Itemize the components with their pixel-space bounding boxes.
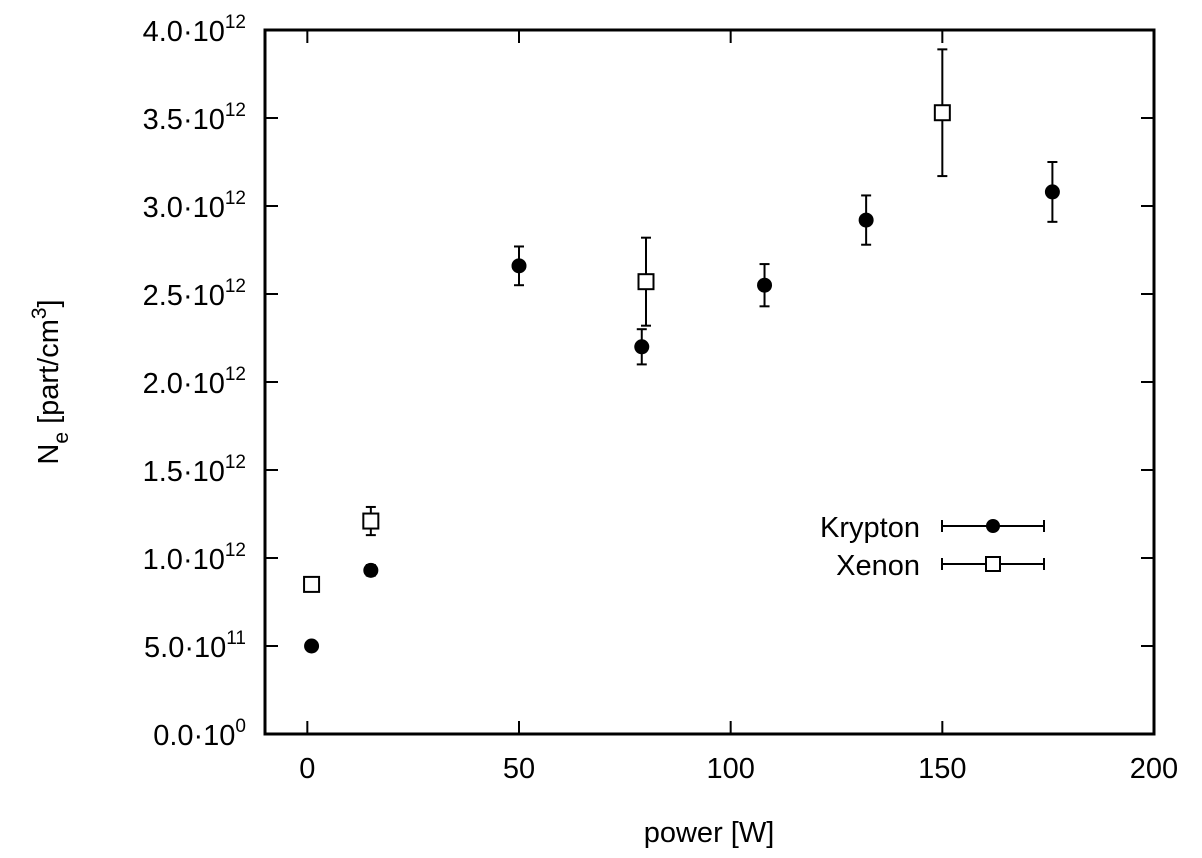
y-tick-mantissa: 5.0·10	[144, 632, 226, 664]
y-tick-exponent: 0	[235, 716, 246, 737]
data-point	[858, 212, 874, 228]
data-point	[637, 273, 655, 291]
data-point	[511, 258, 527, 274]
y-axis-title: Ne [part/cm3]	[28, 299, 73, 464]
x-tick-label: 150	[918, 753, 966, 785]
y-tick-exponent: 11	[226, 628, 246, 649]
y-tick-exponent: 12	[225, 364, 246, 385]
y-axis-title-sup: 3	[28, 307, 51, 319]
y-axis-title-end: ]	[33, 299, 65, 307]
x-tick-label: 50	[503, 753, 535, 785]
y-tick-exponent: 12	[225, 100, 246, 121]
y-tick-mantissa: 0.0·10	[153, 720, 235, 752]
y-tick-mantissa: 4.0·10	[143, 16, 225, 48]
series-xenon	[303, 48, 951, 593]
data-point	[1044, 184, 1060, 200]
y-tick-exponent: 12	[225, 188, 246, 209]
y-tick-mantissa: 2.5·10	[143, 280, 225, 312]
y-axis-title-sub: e	[50, 432, 73, 444]
y-tick-labels: 0.0·1005.0·10111.0·10121.5·10122.0·10122…	[143, 12, 246, 752]
x-tick-labels: 0 50 100 150 200	[299, 753, 1178, 785]
ticks	[265, 30, 1155, 734]
y-tick-mantissa: 3.0·10	[143, 192, 225, 224]
data-point	[304, 638, 320, 654]
y-tick-exponent: 12	[225, 276, 246, 297]
x-tick-label: 0	[299, 753, 315, 785]
y-tick-label: 3.0·1012	[143, 188, 246, 224]
x-axis-title: power [W]	[644, 817, 775, 849]
legend: Krypton Xenon	[820, 512, 1045, 582]
x-tick-label: 100	[706, 753, 754, 785]
y-tick-exponent: 12	[225, 540, 246, 561]
legend-label-krypton: Krypton	[820, 512, 920, 544]
data-point	[303, 575, 321, 593]
y-tick-mantissa: 2.0·10	[143, 368, 225, 400]
data-point	[363, 562, 379, 578]
data-point	[634, 339, 650, 355]
y-axis-title-base: N	[33, 444, 65, 465]
y-tick-label: 2.0·1012	[143, 364, 246, 400]
y-tick-exponent: 12	[225, 452, 246, 473]
y-tick-label: 0.0·100	[153, 716, 246, 752]
y-tick-label: 1.5·1012	[143, 452, 246, 488]
series-layer	[303, 48, 1060, 654]
data-point	[933, 104, 951, 122]
y-tick-label: 2.5·1012	[143, 276, 246, 312]
legend-label-xenon: Xenon	[836, 550, 920, 582]
y-tick-mantissa: 1.5·10	[143, 456, 225, 488]
y-tick-label: 3.5·1012	[143, 100, 246, 136]
data-point	[757, 277, 773, 293]
y-tick-mantissa: 1.0·10	[143, 544, 225, 576]
legend-marker-krypton	[986, 519, 1000, 533]
y-tick-label: 5.0·1011	[144, 628, 246, 664]
plot-frame	[263, 28, 1156, 736]
y-tick-mantissa: 3.5·10	[143, 104, 225, 136]
y-tick-exponent: 12	[225, 12, 246, 33]
x-tick-label: 200	[1130, 753, 1178, 785]
series-krypton	[304, 161, 1060, 654]
legend-marker-xenon	[985, 556, 1001, 572]
y-axis-title-rest: [part/cm	[33, 319, 65, 432]
y-tick-label: 1.0·1012	[143, 540, 246, 576]
y-tick-label: 4.0·1012	[143, 12, 246, 48]
data-point	[362, 512, 380, 530]
